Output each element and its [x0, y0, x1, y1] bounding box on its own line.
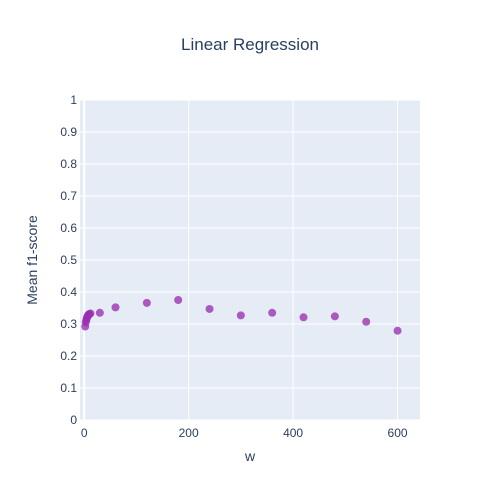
- y-axis-title: Mean f1-score: [24, 215, 40, 305]
- data-point[interactable]: [268, 308, 277, 317]
- chart-title: Linear Regression: [181, 35, 319, 54]
- y-tick-label: 0.8: [60, 157, 77, 171]
- data-point[interactable]: [330, 312, 339, 321]
- data-point[interactable]: [205, 304, 214, 313]
- grid-lines: [80, 99, 420, 421]
- data-point[interactable]: [86, 309, 95, 318]
- data-point[interactable]: [393, 326, 402, 335]
- data-points: [81, 296, 402, 335]
- y-tick-label: 0.7: [60, 189, 77, 203]
- data-point[interactable]: [111, 303, 120, 312]
- data-point[interactable]: [95, 308, 104, 317]
- data-point[interactable]: [362, 317, 371, 326]
- y-tick-label: 0.6: [60, 221, 77, 235]
- x-axis-ticks: 0 200 400 600: [81, 426, 408, 440]
- data-point[interactable]: [142, 298, 151, 307]
- data-point[interactable]: [236, 311, 245, 320]
- y-tick-label: 0.4: [60, 285, 77, 299]
- y-tick-label: 0.1: [60, 381, 77, 395]
- x-tick-label: 600: [388, 426, 408, 440]
- y-tick-label: 0.9: [60, 125, 77, 139]
- y-tick-label: 0.2: [60, 349, 77, 363]
- y-tick-label: 0.3: [60, 317, 77, 331]
- x-axis-title: w: [244, 448, 256, 464]
- x-tick-label: 0: [81, 426, 88, 440]
- x-tick-label: 200: [179, 426, 199, 440]
- data-point[interactable]: [299, 313, 308, 322]
- x-tick-label: 400: [283, 426, 303, 440]
- y-tick-label: 1: [70, 93, 77, 107]
- y-axis-ticks: 0 0.1 0.2 0.3 0.4 0.5 0.6 0.7 0.8 0.9 1: [60, 93, 77, 427]
- y-tick-label: 0.5: [60, 253, 77, 267]
- data-point[interactable]: [174, 296, 183, 304]
- y-tick-label: 0: [70, 413, 77, 427]
